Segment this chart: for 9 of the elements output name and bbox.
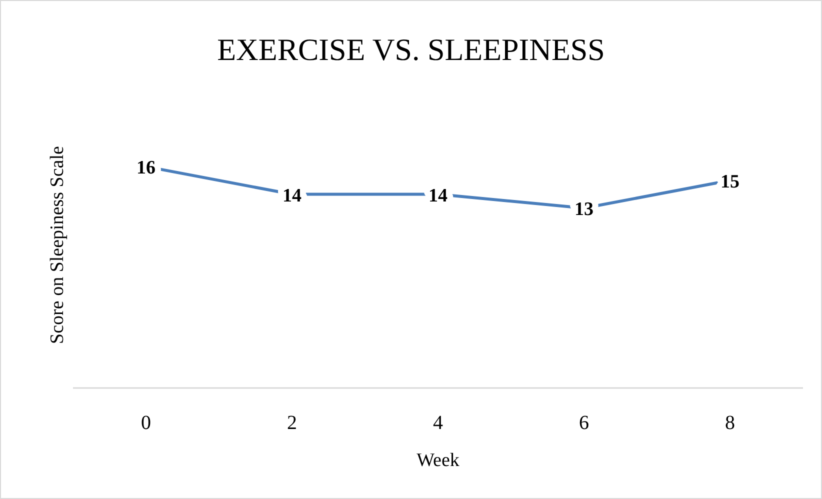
x-tick-label: 8 — [725, 412, 735, 434]
x-tick-label: 4 — [433, 412, 443, 434]
x-tick-label: 2 — [287, 412, 297, 434]
data-label: 15 — [720, 171, 740, 192]
chart-title: EXERCISE VS. SLEEPINESS — [217, 32, 605, 67]
y-axis-title: Score on Sleepiness Scale — [47, 146, 68, 344]
x-tick-label: 0 — [141, 412, 151, 434]
x-axis-title: Week — [416, 450, 460, 471]
x-tick-label: 6 — [579, 412, 589, 434]
